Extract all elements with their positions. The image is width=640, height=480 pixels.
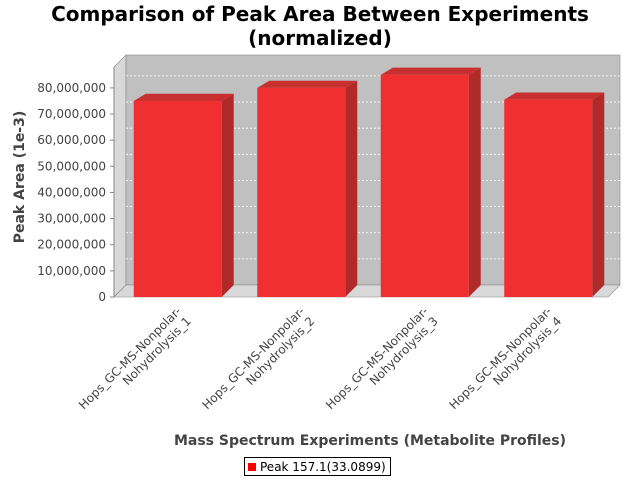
y-tick-label: 50,000,000	[37, 159, 106, 173]
x-tick-label: Hops_GC-MS-Nonpolar-Nohydrolysis_3	[323, 304, 441, 422]
chart-title-line2: (normalized)	[248, 26, 392, 50]
x-tick-label: Hops_GC-MS-Nonpolar-Nohydrolysis_2	[199, 304, 317, 422]
y-tick-label: 70,000,000	[37, 107, 106, 121]
bar-top	[133, 93, 234, 101]
y-tick-label: 40,000,000	[37, 185, 106, 199]
y-tick-label: 0	[98, 290, 106, 304]
x-axis-label: Mass Spectrum Experiments (Metabolite Pr…	[174, 433, 566, 449]
bar-side	[468, 67, 481, 298]
chart-title-line1: Comparison of Peak Area Between Experime…	[51, 2, 589, 26]
bar-top	[380, 67, 481, 75]
bar-side	[221, 93, 234, 297]
bar-side	[592, 92, 605, 297]
bar-side	[345, 80, 358, 297]
x-tick-label-line: Hops_GC-MS-Nonpolar-	[199, 304, 307, 412]
bar	[257, 80, 358, 297]
x-tick-label-line: Hops_GC-MS-Nonpolar-	[446, 304, 554, 412]
y-axis: 0 10,000,000 20,000,000 30,000,000 40,000,00…	[37, 67, 115, 304]
y-tick-label: 10,000,000	[37, 264, 106, 278]
y-tick-label: 20,000,000	[37, 238, 106, 252]
y-tick-label: 80,000,000	[37, 81, 106, 95]
bar-face	[380, 74, 469, 297]
bar	[380, 67, 481, 298]
chart-title: Comparison of Peak Area Between Experime…	[0, 2, 640, 50]
legend: Peak 157.1(33.0899)	[244, 457, 391, 476]
bar-top	[504, 92, 605, 100]
x-tick-label: Hops_GC-MS-Nonpolar-Nohydrolysis_1	[76, 304, 194, 422]
plot-side-wall	[113, 54, 127, 298]
bar-face	[504, 99, 593, 297]
x-tick-label-line: Hops_GC-MS-Nonpolar-	[323, 304, 431, 412]
x-axis: Hops_GC-MS-Nonpolar-Nohydrolysis_1 Hops_G…	[76, 304, 564, 422]
bar	[504, 92, 605, 297]
legend-swatch	[248, 462, 256, 471]
x-tick-label-line: Hops_GC-MS-Nonpolar-	[76, 304, 184, 412]
bar-face	[133, 100, 222, 298]
x-tick-label: Hops_GC-MS-Nonpolar-Nohydrolysis_4	[446, 304, 564, 422]
y-tick-label: 60,000,000	[37, 133, 106, 147]
bar-top	[257, 80, 358, 88]
bars	[133, 67, 605, 298]
legend-label: Peak 157.1(33.0899)	[260, 459, 386, 474]
bar-face	[257, 87, 346, 297]
y-tick-label: 30,000,000	[37, 212, 106, 226]
y-axis-label: Peak Area (1e-3)	[12, 111, 28, 244]
bar	[133, 93, 234, 298]
